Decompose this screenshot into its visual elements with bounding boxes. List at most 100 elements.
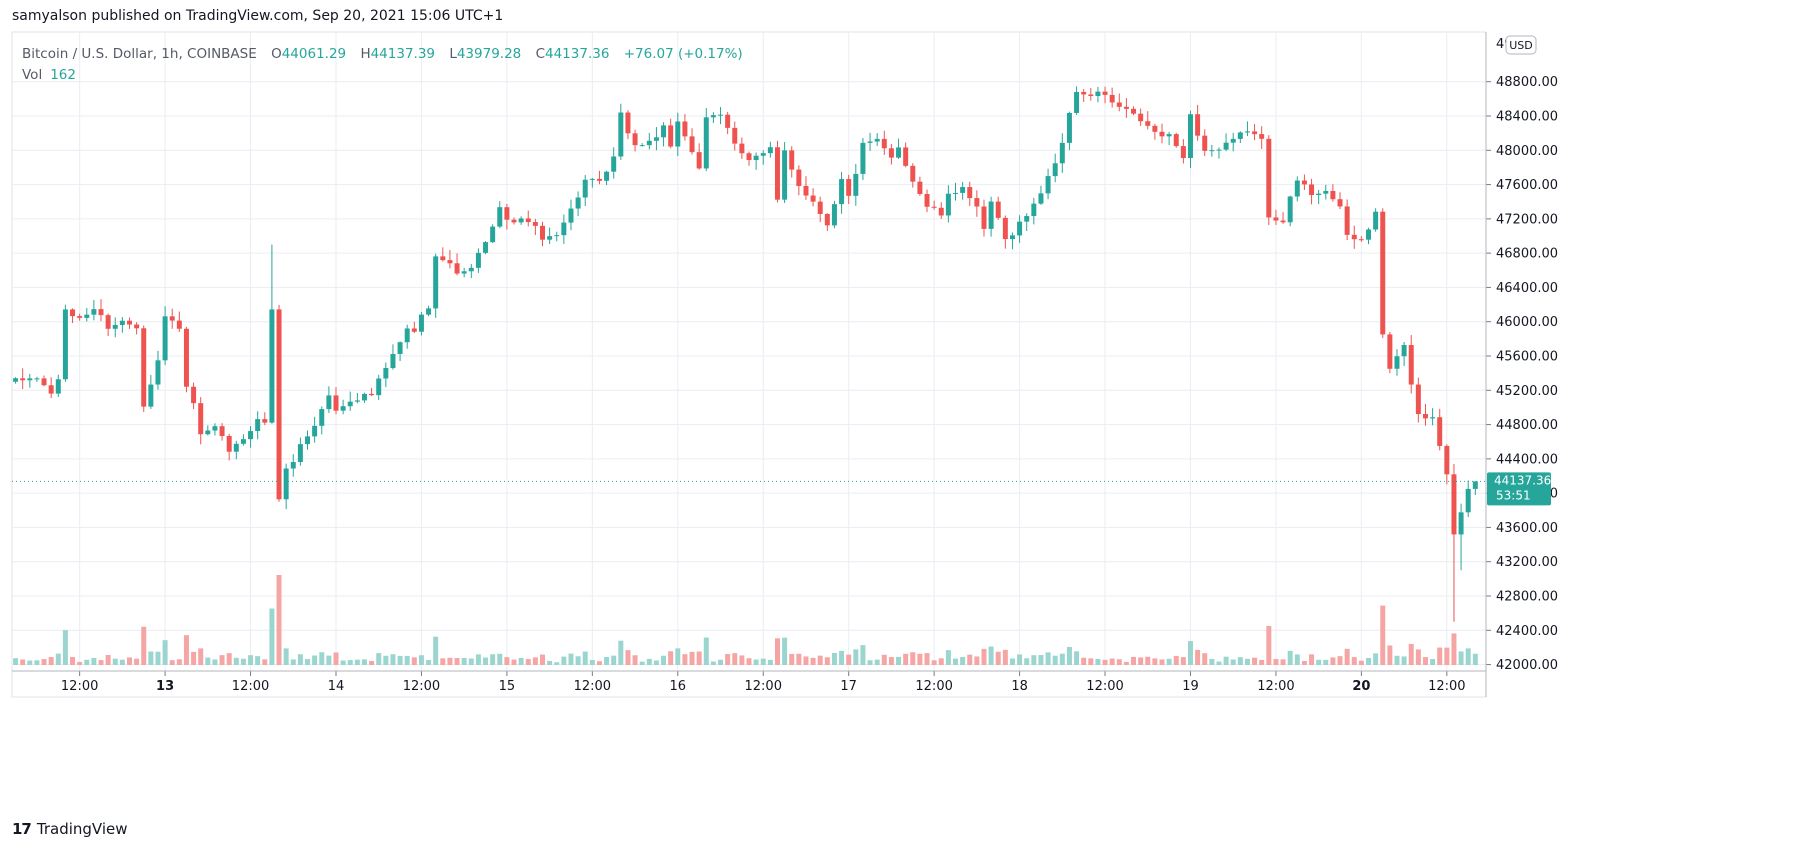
candle-body[interactable] [55,379,61,394]
candle-body[interactable] [1408,345,1414,385]
candle-body[interactable] [27,378,33,381]
candle-body[interactable] [112,324,118,329]
candle-body[interactable] [974,198,980,207]
symbol-title[interactable]: Bitcoin / U.S. Dollar, 1h, COINBASE [22,46,257,62]
candle-body[interactable] [575,197,581,209]
candle-body[interactable] [504,207,510,220]
candle-body[interactable] [1017,221,1023,236]
candle-body[interactable] [767,147,773,154]
candle-body[interactable] [13,378,19,382]
candle-body[interactable] [732,127,738,144]
candle-body[interactable] [1024,216,1030,222]
candle-body[interactable] [1337,199,1343,207]
candle-body[interactable] [475,252,481,268]
candle-body[interactable] [725,114,731,128]
candle-body[interactable] [774,147,780,200]
candle-body[interactable] [739,143,745,154]
candle-body[interactable] [831,204,837,226]
candle-body[interactable] [354,400,360,402]
candle-body[interactable] [839,179,845,205]
candle-body[interactable] [212,426,218,431]
candle-body[interactable] [1422,414,1428,419]
candle-body[interactable] [1173,134,1179,147]
candle-body[interactable] [568,208,574,223]
candle-body[interactable] [967,187,973,199]
candle-body[interactable] [240,439,246,444]
candle-body[interactable] [639,145,645,147]
candle-body[interactable] [1273,217,1279,221]
candle-body[interactable] [191,386,197,404]
candle-body[interactable] [532,222,538,226]
candle-body[interactable] [760,153,766,156]
candle-body[interactable] [789,150,795,170]
candle-body[interactable] [77,316,83,318]
candle-body[interactable] [1259,134,1265,139]
candle-body[interactable] [369,393,375,396]
candle-body[interactable] [490,226,496,243]
candle-body[interactable] [283,468,289,500]
candle-body[interactable] [1081,91,1087,95]
candle-body[interactable] [84,314,90,318]
candle-body[interactable] [945,193,951,216]
candle-body[interactable] [312,425,318,437]
candle-body[interactable] [661,125,667,138]
candle-body[interactable] [162,316,168,361]
candle-body[interactable] [618,112,624,157]
candle-body[interactable] [1052,163,1058,177]
candle-body[interactable] [682,121,688,137]
candle-body[interactable] [710,115,716,118]
candle-body[interactable] [696,152,702,169]
candle-body[interactable] [753,155,759,161]
candle-body[interactable] [960,187,966,193]
candle-body[interactable] [1095,91,1101,96]
candle-body[interactable] [483,242,489,253]
candle-body[interactable] [746,153,752,161]
candle-body[interactable] [48,385,54,394]
candle-body[interactable] [440,256,446,261]
candle-body[interactable] [1465,488,1471,513]
candle-body[interactable] [433,256,439,309]
candle-body[interactable] [1074,91,1080,113]
candle-body[interactable] [874,138,880,142]
tradingview-brand[interactable]: 17 TradingView [12,820,128,838]
candle-body[interactable] [1430,417,1436,419]
candle-body[interactable] [1116,102,1122,107]
candle-body[interactable] [860,142,866,174]
candle-body[interactable] [896,147,902,158]
candle-body[interactable] [1451,474,1457,535]
candle-body[interactable] [995,201,1001,218]
candle-body[interactable] [34,378,40,380]
candle-body[interactable] [596,178,602,181]
candle-body[interactable] [326,395,332,410]
candle-body[interactable] [881,138,887,149]
candle-body[interactable] [518,218,524,223]
candle-body[interactable] [604,171,610,181]
candle-body[interactable] [62,309,68,380]
candle-body[interactable] [1309,184,1315,196]
candle-body[interactable] [646,140,652,146]
candle-body[interactable] [675,121,681,147]
candle-body[interactable] [390,353,396,368]
candle-body[interactable] [233,443,239,452]
candle-body[interactable] [1287,196,1293,223]
candle-body[interactable] [1038,193,1044,204]
candle-body[interactable] [582,179,588,198]
candle-body[interactable] [134,324,140,329]
candle-body[interactable] [903,147,909,166]
candle-body[interactable] [1109,94,1115,103]
candle-body[interactable] [1180,146,1186,158]
candle-body[interactable] [1187,114,1193,158]
candle-body[interactable] [953,192,958,194]
candle-body[interactable] [547,236,553,240]
candle-body[interactable] [176,320,182,329]
candle-body[interactable] [219,426,225,436]
candle-body[interactable] [625,112,631,134]
candle-body[interactable] [148,384,154,407]
candle-body[interactable] [803,185,809,196]
candle-body[interactable] [554,235,560,237]
candle-body[interactable] [1301,180,1307,185]
candle-body[interactable] [1437,417,1443,446]
candle-body[interactable] [1223,142,1229,150]
candle-body[interactable] [589,178,595,180]
candle-body[interactable] [653,137,659,141]
